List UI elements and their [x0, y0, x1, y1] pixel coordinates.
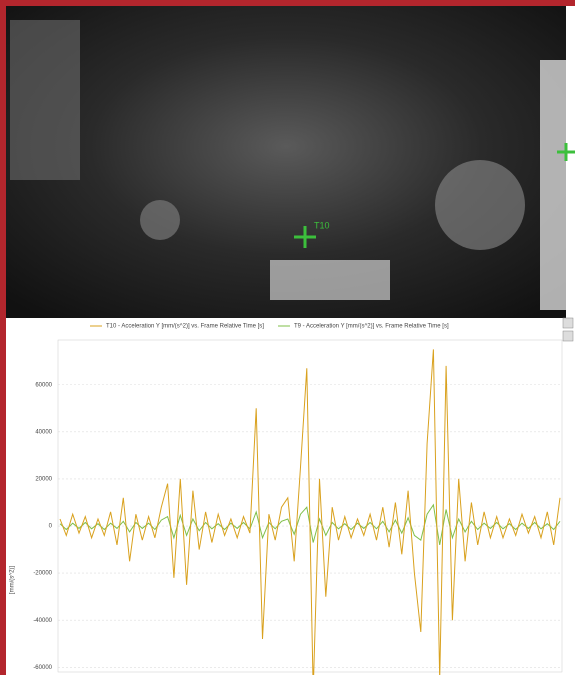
y-tick-label: 20000 [35, 477, 52, 483]
y-tick-label: 60000 [35, 382, 52, 388]
legend-label: T10 - Acceleration Y [mm/(s^2)] vs. Fram… [106, 324, 264, 330]
y-tick-label: -60000 [33, 665, 52, 671]
legend-label: T9 - Acceleration Y [mm/(s^2)] vs. Frame… [294, 324, 449, 330]
scroll-button[interactable] [563, 331, 573, 341]
photo-detail [140, 200, 180, 240]
engine-photo: T10 [6, 6, 575, 318]
y-tick-label: -20000 [33, 571, 52, 577]
photo-detail [10, 20, 80, 180]
screen: T10 [mm/(s^2)] -60000-40000-200000200004… [0, 0, 575, 675]
photo-detail [540, 60, 566, 310]
y-tick-label: -40000 [33, 618, 52, 624]
photo-detail [435, 160, 525, 250]
scroll-button[interactable] [563, 318, 573, 328]
photo-detail [270, 260, 390, 300]
y-tick-label: 40000 [35, 429, 52, 435]
top-border [0, 0, 575, 6]
left-border [0, 0, 6, 675]
marker-label: T10 [314, 220, 330, 230]
y-axis-label: [mm/(s^2)] [10, 566, 16, 594]
